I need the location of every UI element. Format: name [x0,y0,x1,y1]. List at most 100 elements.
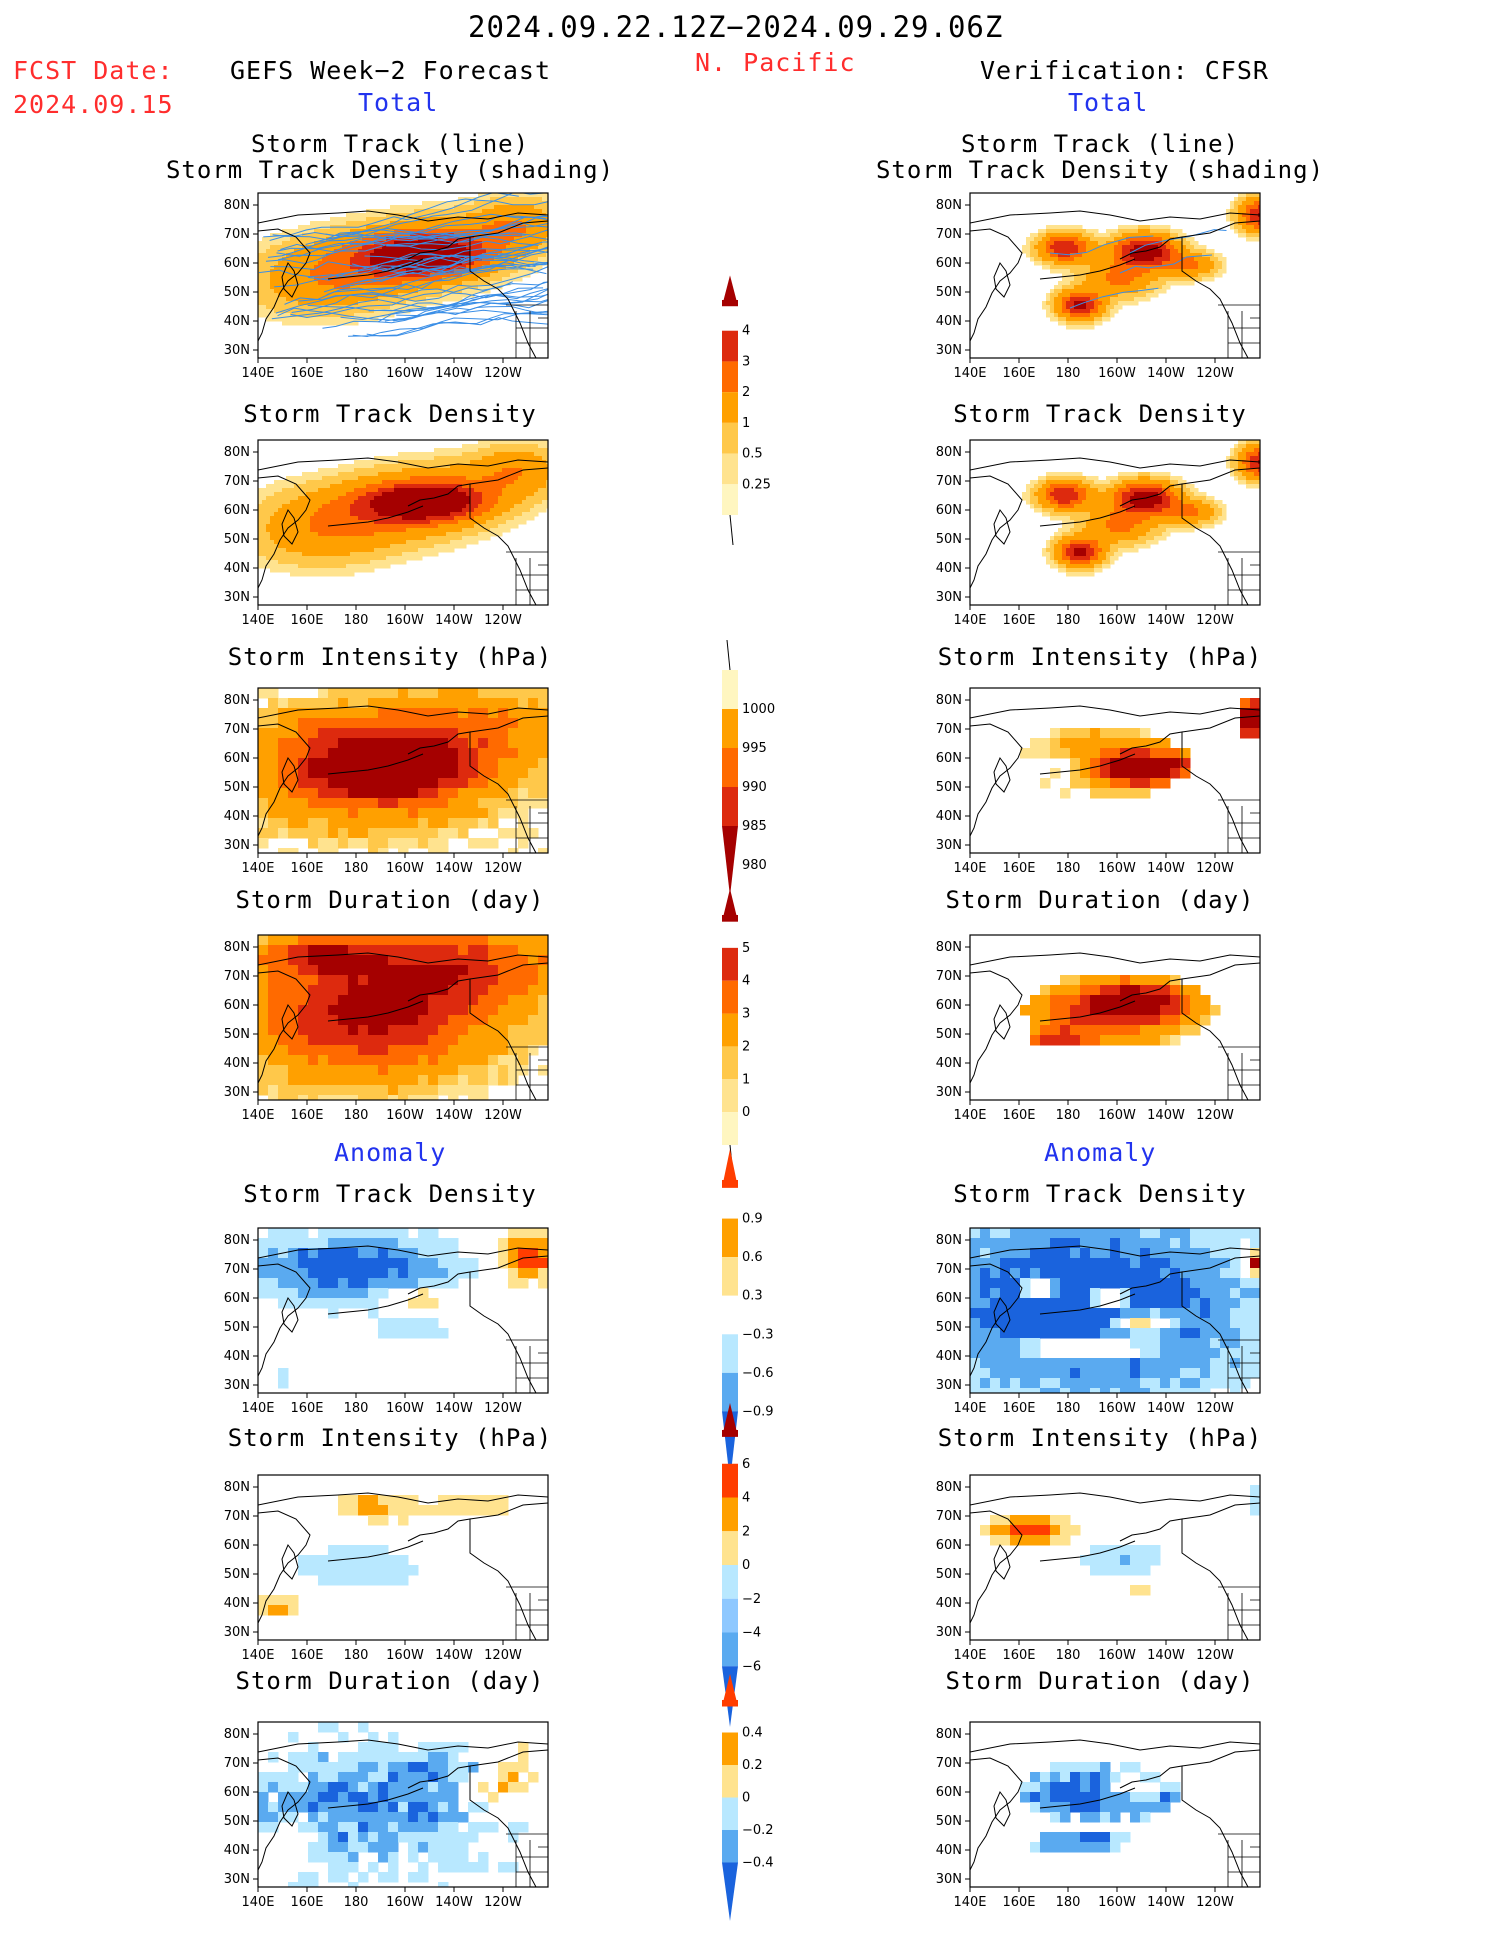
heat-cell [506,205,511,210]
heat-cell [390,508,395,513]
heat-cell [1078,552,1083,557]
heat-cell [494,508,499,513]
heat-cell [438,536,443,541]
heat-cell [474,492,479,497]
heat-cell [406,528,411,533]
heat-cell [1158,253,1163,258]
heat-cell [358,261,363,266]
heat-cell [1114,301,1119,306]
heat-cell [358,217,363,222]
heat-cell [1186,265,1191,270]
heat-cell [262,277,267,282]
heat-cell [1050,269,1055,274]
heat-cell [1078,500,1083,505]
heat-cell [1134,285,1139,290]
heat-cell [1054,500,1059,505]
heat-cell [354,552,359,557]
heat-cell [358,472,363,477]
heat-cell [1094,265,1099,270]
heat-cell [426,504,431,509]
heat-cell [1114,245,1119,250]
heat-cell [462,205,467,210]
heat-cell [1234,217,1239,222]
heat-cell [1062,289,1067,294]
heat-cell [278,512,283,517]
heat-cell [454,480,459,485]
heat-cell [274,277,279,282]
heat-cell [266,496,271,501]
heat-cell [266,552,271,557]
heat-cell [490,213,495,218]
heat-cell [258,289,263,294]
heat-cell [378,468,383,473]
heat-cell [1058,532,1063,537]
heat-cell [1254,209,1259,214]
heat-cell [370,468,375,473]
heat-cell [1066,516,1071,521]
heat-cell [262,293,267,298]
heat-cell [318,472,323,477]
lon-tick-label: 120W [484,366,522,381]
heat-cell [1078,560,1083,565]
heat-cell [1054,472,1059,477]
heat-cell [314,500,319,505]
heat-cell [1118,301,1123,306]
heat-cell [362,564,367,569]
heat-cell [310,321,315,326]
heat-cell [1158,225,1163,230]
heat-cell [262,245,267,250]
heat-cell [1250,205,1255,210]
heat-cell [390,281,395,286]
heat-cell [466,225,471,230]
heat-cell [1070,560,1075,565]
heat-cell [362,460,367,465]
heat-cell [1070,289,1075,294]
heat-cell [326,492,331,497]
heat-cell [510,484,515,489]
heat-cell [446,532,451,537]
heat-cell [354,524,359,529]
heat-cell [302,321,307,326]
cfsr-duration-title: Storm Duration (day) [850,886,1350,914]
heat-cell [1174,277,1179,282]
heat-cell [266,289,271,294]
heat-cell [422,512,427,517]
heat-cell [426,548,431,553]
heat-cell [1090,321,1095,326]
heat-cell [1054,560,1059,565]
heat-cell [358,253,363,258]
heat-cell [1118,225,1123,230]
heat-cell [1070,317,1075,322]
heat-cell [290,556,295,561]
heat-cell [1066,548,1071,553]
heat-cell [406,480,411,485]
heat-cell [1062,512,1067,517]
heat-cell [410,277,415,282]
heat-cell [314,520,319,525]
heat-cell [490,273,495,278]
heat-cell [506,197,511,202]
heat-cell [1058,241,1063,246]
heat-cell [1054,556,1059,561]
heat-cell [310,221,315,226]
heat-cell [354,508,359,513]
heat-cell [1054,265,1059,270]
heat-cell [1246,237,1251,242]
heat-cell [1190,237,1195,242]
heat-cell [1126,225,1131,230]
heat-cell [1050,488,1055,493]
heat-cell [470,524,475,529]
heat-cell [406,500,411,505]
heat-cell [1038,476,1043,481]
heat-cell [1066,512,1071,517]
heat-cell [1126,241,1131,246]
heat-cell [294,544,299,549]
heat-cell [390,528,395,533]
heat-cell [386,536,391,541]
heat-cell [1050,309,1055,314]
heat-cell [1146,269,1151,274]
heat-cell [1026,253,1031,258]
heat-cell [1126,273,1131,278]
heat-cell [454,504,459,509]
heat-cell [326,285,331,290]
